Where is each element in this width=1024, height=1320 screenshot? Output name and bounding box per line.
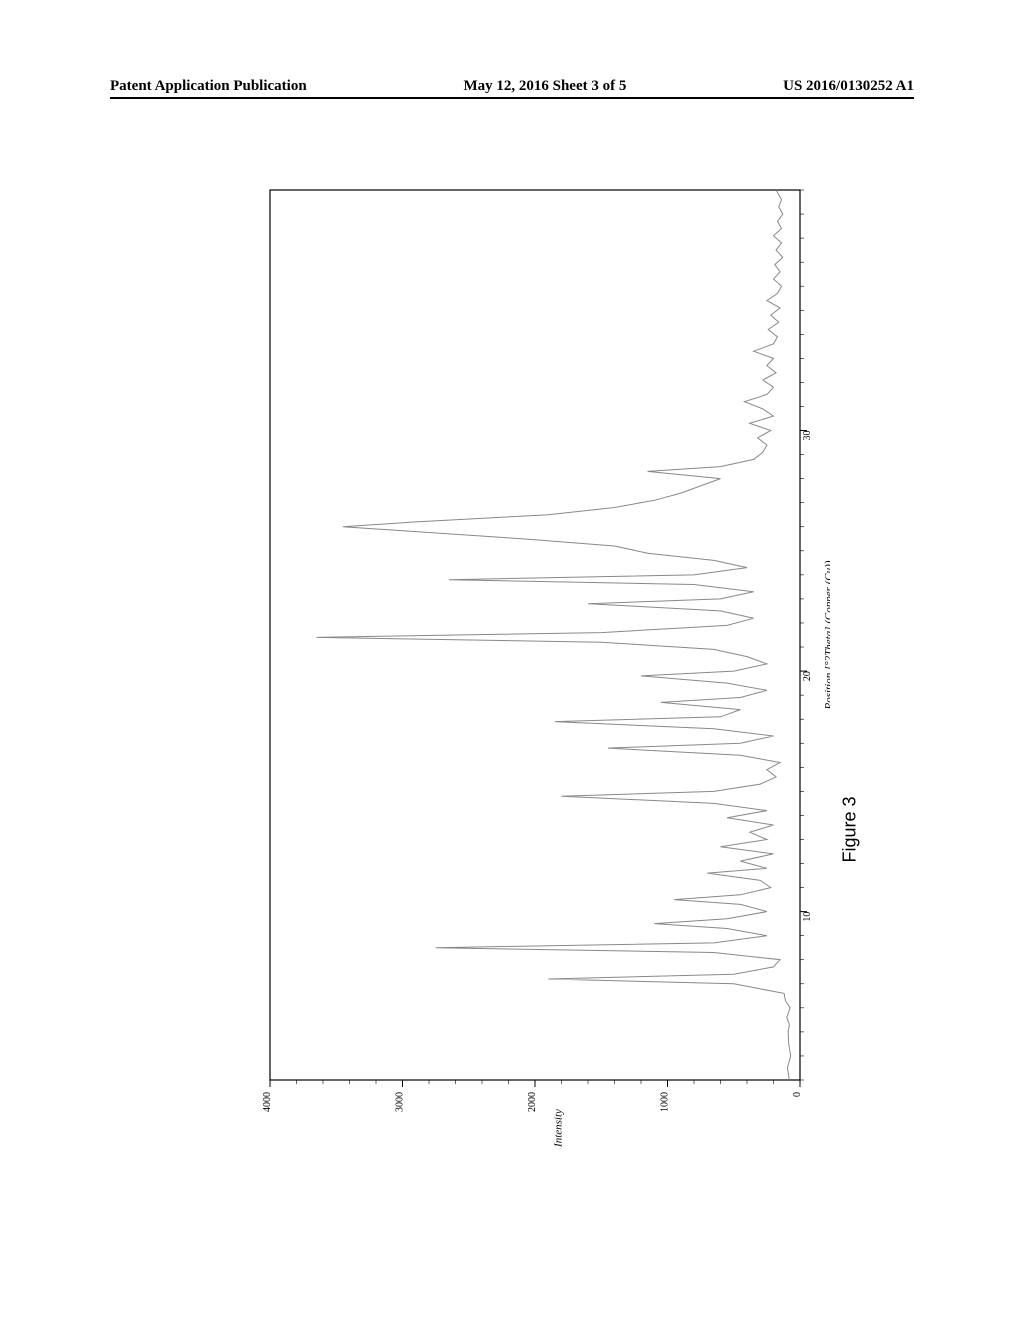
svg-text:3000: 3000 (395, 1092, 406, 1112)
svg-text:20: 20 (802, 671, 813, 681)
page-header: Patent Application Publication May 12, 2… (110, 78, 914, 99)
svg-text:0: 0 (792, 1092, 803, 1097)
figure-caption: Figure 3 (840, 796, 861, 862)
header-left: Patent Application Publication (110, 78, 307, 95)
svg-text:1000: 1000 (660, 1092, 671, 1112)
svg-text:10: 10 (802, 912, 813, 922)
svg-text:4000: 4000 (262, 1092, 273, 1112)
svg-text:Position [°2Theta] (Copper (Cu: Position [°2Theta] (Copper (Cu)) (823, 560, 830, 710)
svg-text:30: 30 (802, 431, 813, 441)
svg-text:Intensity: Intensity (553, 1109, 565, 1148)
header-center: May 12, 2016 Sheet 3 of 5 (463, 78, 626, 95)
chart-svg: 0 1000 2000 3000 4000 Intensity 10 20 30 Position… (200, 170, 830, 1150)
header-right: US 2016/0130252 A1 (783, 78, 914, 95)
xrd-chart: 0 1000 2000 3000 4000 Intensity 10 20 30 Position… (200, 170, 830, 1150)
svg-text:2000: 2000 (527, 1092, 538, 1112)
